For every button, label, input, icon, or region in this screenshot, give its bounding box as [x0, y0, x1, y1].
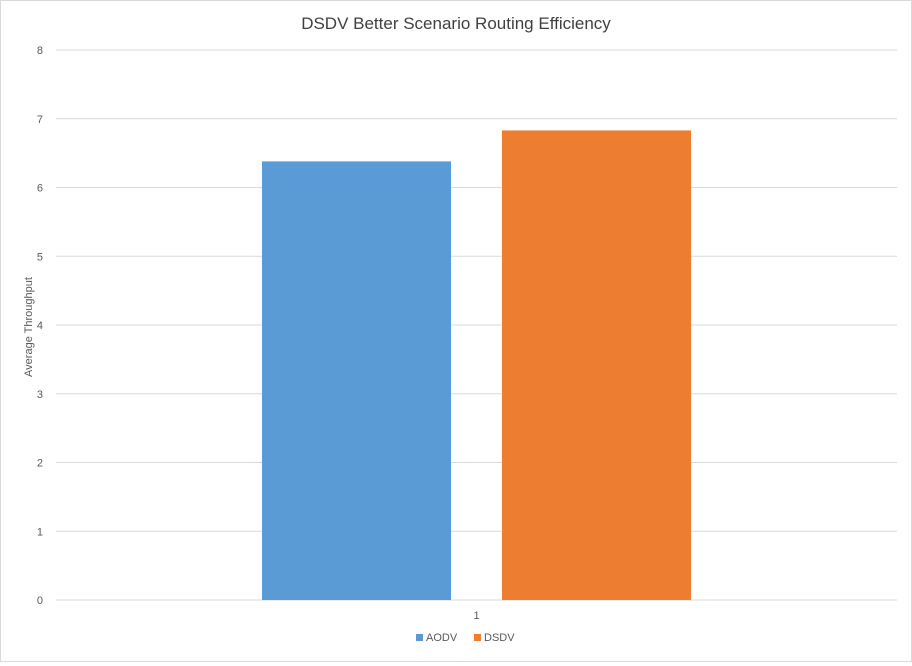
legend-label-aodv: AODV	[426, 632, 458, 644]
gridlines	[56, 49, 897, 601]
bars	[262, 130, 691, 600]
legend: AODV DSDV	[416, 632, 515, 644]
y-tick-label: 1	[37, 526, 43, 538]
bar-aodv[interactable]	[262, 161, 451, 600]
y-tick-label: 8	[37, 45, 43, 57]
legend-swatch-aodv	[416, 634, 423, 641]
y-axis-label: Average Throughput	[23, 277, 35, 377]
y-tick-label: 0	[37, 595, 43, 607]
y-tick-label: 3	[37, 389, 43, 401]
y-tick-label: 5	[37, 251, 43, 263]
chart-title: DSDV Better Scenario Routing Efficiency	[301, 14, 611, 33]
x-tick-label: 1	[473, 610, 479, 622]
y-axis-ticks: 0 1 2 3 4 5 6 7 8	[37, 45, 43, 607]
y-tick-label: 4	[37, 320, 43, 332]
y-tick-label: 6	[37, 183, 43, 195]
y-tick-label: 7	[37, 114, 43, 126]
bar-dsdv[interactable]	[502, 130, 691, 600]
x-axis-ticks: 1	[473, 610, 479, 622]
legend-swatch-dsdv	[474, 634, 481, 641]
legend-label-dsdv: DSDV	[484, 632, 515, 644]
y-tick-label: 2	[37, 458, 43, 470]
